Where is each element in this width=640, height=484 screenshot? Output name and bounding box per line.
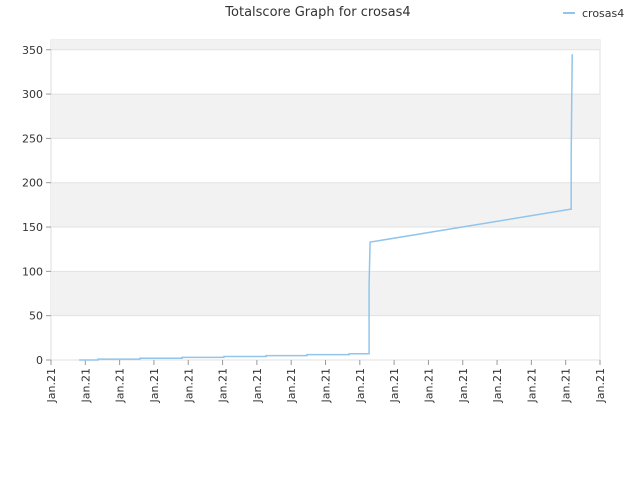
data-line [79, 54, 573, 361]
x-tick-label: Jan.21 [594, 368, 607, 403]
legend-label: crosas4 [582, 7, 624, 20]
x-tick-label: Jan.21 [217, 368, 230, 403]
grid-band [51, 94, 600, 139]
x-tick-label: Jan.21 [388, 368, 401, 403]
chart-title: Totalscore Graph for crosas4 [224, 5, 410, 20]
x-tick-label: Jan.21 [525, 368, 538, 403]
grid-band [51, 182, 600, 228]
x-tick-label: Jan.21 [114, 368, 127, 403]
x-tick-label: Jan.21 [560, 368, 573, 403]
y-tick-label: 100 [22, 265, 43, 278]
grid-band [51, 271, 600, 316]
x-tick-label: Jan.21 [354, 368, 367, 403]
x-tick-label: Jan.21 [457, 368, 470, 403]
y-tick-label: 200 [22, 177, 43, 190]
x-tick-label: Jan.21 [45, 368, 58, 403]
x-tick-label: Jan.21 [491, 368, 504, 403]
y-tick-label: 150 [22, 221, 43, 234]
y-tick-label: 0 [36, 354, 43, 367]
x-tick-label: Jan.21 [251, 368, 264, 403]
y-tick-label: 350 [22, 44, 43, 57]
y-tick-label: 300 [22, 88, 43, 101]
x-tick-label: Jan.21 [320, 368, 333, 403]
x-tick-label: Jan.21 [79, 368, 92, 403]
x-tick-label: Jan.21 [148, 368, 161, 403]
x-tick-label: Jan.21 [422, 368, 435, 403]
grid-band [51, 40, 600, 50]
y-tick-label: 50 [29, 310, 43, 323]
x-tick-label: Jan.21 [285, 368, 298, 403]
x-tick-label: Jan.21 [182, 368, 195, 403]
y-tick-label: 250 [22, 132, 43, 145]
